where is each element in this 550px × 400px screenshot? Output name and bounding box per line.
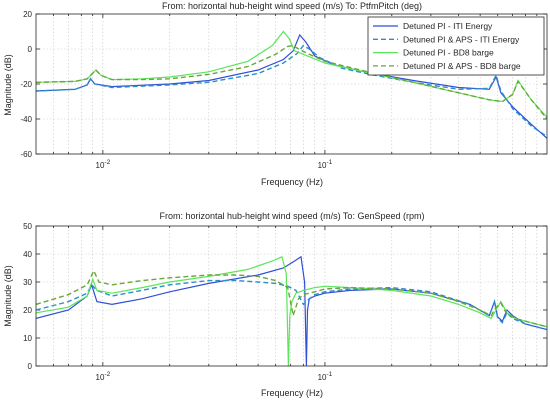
y-tick-label: 0	[28, 362, 33, 371]
plot-background	[36, 226, 547, 366]
plot-area-genspeed: 0 10 20 30 40 50 10-2 10-1	[23, 222, 548, 382]
y-axis-label: Magnitude (dB)	[3, 54, 13, 116]
y-axis-label: Magnitude (dB)	[3, 265, 13, 327]
plot-frame	[35, 13, 548, 155]
x-tick-label: 10-2	[96, 159, 111, 170]
y-tick-label: 40	[23, 250, 32, 259]
y-tick-label: -40	[20, 115, 32, 124]
series-line	[36, 44, 547, 138]
chart-title: From: horizontal hub-height wind speed (…	[162, 1, 422, 11]
series-line	[36, 255, 547, 366]
x-tick-label: 10-2	[96, 371, 111, 382]
y-tick-label: 30	[23, 278, 32, 287]
plot-area-pitch: -60 -40 -20 0 20 10-2 10-1 Detuned PI - ITI Ene…	[20, 10, 548, 170]
y-tick-label: -60	[20, 150, 32, 159]
legend-label: Detuned PI - ITI Energy	[403, 21, 493, 31]
y-tick-label: 20	[23, 306, 32, 315]
y-tick-label: 50	[23, 222, 32, 231]
legend-label: Detuned PI - BD8 barge	[403, 48, 494, 58]
x-tick-label: 10-1	[318, 371, 333, 382]
x-axis-label: Frequency (Hz)	[261, 177, 323, 187]
series-line	[36, 30, 547, 118]
y-tick-label: 10	[23, 334, 32, 343]
legend-label: Detuned PI & APS - ITI Energy	[403, 34, 520, 44]
legend: Detuned PI - ITI Energy Detuned PI & APS …	[367, 16, 545, 76]
x-tick-label: 10-1	[318, 159, 333, 170]
y-tick-label: 0	[28, 45, 33, 54]
series-line	[36, 269, 547, 328]
x-axis-label: Frequency (Hz)	[261, 388, 323, 398]
y-tick-label: 20	[23, 10, 32, 19]
legend-label: Detuned PI & APS - BD8 barge	[403, 61, 521, 71]
chart-genspeed: From: horizontal hub-height wind speed (…	[3, 211, 548, 398]
series-line	[36, 279, 547, 331]
chart-pitch: From: horizontal hub-height wind speed (…	[3, 1, 548, 187]
y-tick-label: -20	[20, 80, 32, 89]
chart-title: From: horizontal hub-height wind speed (…	[160, 211, 425, 221]
plot-frame	[35, 225, 548, 367]
